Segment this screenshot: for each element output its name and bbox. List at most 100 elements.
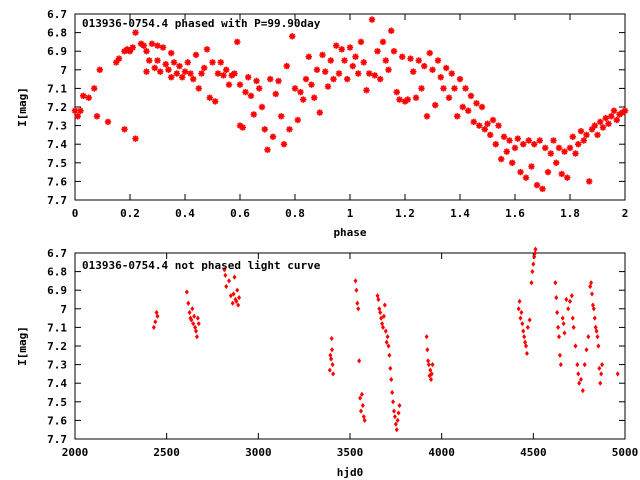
phased-y-tick-label: 6.8	[47, 27, 67, 40]
phased-data-point	[148, 39, 156, 48]
unphased-data-point	[525, 324, 530, 330]
phased-data-point	[343, 75, 352, 84]
phased-data-point	[175, 62, 184, 71]
phased-data-point	[255, 84, 264, 93]
unphased-data-point	[560, 315, 565, 321]
unphased-data-point	[426, 362, 431, 368]
unphased-data-point	[598, 380, 603, 386]
phased-data-point	[164, 65, 173, 74]
phased-data-point	[345, 43, 355, 52]
phased-data-point	[183, 58, 192, 67]
phased-y-tick-label: 7.5	[47, 157, 67, 170]
phased-data-point	[249, 110, 258, 119]
unphased-data-point	[426, 358, 431, 364]
phased-data-point	[367, 15, 377, 24]
unphased-data-point	[390, 389, 395, 396]
phased-data-point	[167, 49, 176, 58]
unphased-data-point	[331, 371, 336, 377]
phased-data-point	[189, 75, 198, 84]
phased-data-point	[279, 140, 289, 149]
phased-data-point	[208, 58, 217, 67]
unphased-data-point	[357, 358, 362, 364]
phased-data-point	[486, 130, 495, 139]
unphased-data-point	[519, 309, 524, 316]
unphased-x-tick-label: 4500	[520, 446, 547, 459]
phased-data-point	[442, 63, 451, 72]
phased-data-point	[153, 41, 162, 50]
unphased-points	[151, 246, 620, 433]
unphased-data-point	[196, 321, 201, 327]
unphased-data-point	[520, 321, 525, 327]
phased-data-point	[93, 112, 101, 121]
phased-data-point	[395, 95, 404, 104]
phased-data-point	[571, 149, 580, 158]
phased-data-point	[576, 127, 586, 136]
phased-data-point	[252, 76, 261, 85]
phased-panel: 6.76.86.977.17.27.37.47.57.67.7 0 0.2 0.4 0…	[16, 8, 630, 239]
unphased-data-point	[430, 362, 435, 368]
phased-points	[71, 15, 630, 193]
phased-data-point	[156, 67, 165, 76]
phased-data-point	[318, 50, 327, 59]
phased-data-point	[354, 69, 363, 78]
phased-data-point	[530, 140, 539, 149]
unphased-y-tick-label: 6.9	[47, 284, 67, 297]
phased-data-point	[95, 65, 104, 74]
unphased-panel: 6.7 6.8 6.9 7 7.1 7.2 7.3 7.4 7.5 7.6 7.7 2000 2500…	[16, 246, 639, 479]
phased-data-point	[247, 91, 255, 100]
phased-data-point	[510, 143, 520, 152]
unphased-x-tick-label: 5000	[612, 446, 639, 459]
unphased-data-point	[235, 287, 240, 293]
phased-data-point	[71, 106, 79, 115]
phased-data-point	[181, 67, 189, 76]
phased-data-point	[90, 84, 99, 93]
unphased-data-point	[575, 362, 580, 368]
phased-data-point	[422, 112, 432, 121]
unphased-data-point	[571, 324, 576, 330]
phased-data-point	[236, 80, 244, 89]
unphased-y-tick-label: 7.7	[47, 433, 67, 446]
unphased-data-point	[555, 309, 560, 316]
unphased-data-point	[592, 315, 597, 321]
unphased-y-tick-label: 7.4	[47, 377, 67, 390]
phased-data-point	[398, 52, 407, 61]
unphased-data-point	[223, 272, 228, 278]
phased-data-point	[238, 123, 247, 132]
phased-data-point	[389, 47, 399, 56]
unphased-data-point	[561, 321, 566, 327]
phased-data-point	[205, 93, 214, 102]
phased-x-tick-label: 1.4	[450, 207, 470, 220]
phased-data-point	[104, 117, 112, 126]
phased-data-point	[359, 58, 368, 67]
phased-data-point	[521, 173, 531, 182]
phased-data-point	[582, 130, 591, 139]
phased-data-point	[433, 56, 443, 65]
unphased-data-point	[396, 410, 401, 416]
unphased-x-ticks: 2000 2500 3000 3500 4000 4500 5000	[62, 253, 639, 459]
unphased-data-point	[533, 246, 538, 252]
unphased-data-point	[597, 365, 602, 371]
phased-data-point	[488, 116, 498, 125]
phased-data-point	[153, 56, 162, 65]
phased-data-point	[466, 91, 476, 100]
unphased-data-point	[562, 330, 567, 336]
phased-data-point	[598, 123, 608, 132]
phased-data-point	[560, 147, 569, 156]
phased-data-point	[376, 75, 385, 84]
unphased-plot-frame	[74, 252, 626, 440]
unphased-data-point	[190, 306, 195, 312]
phased-data-point	[170, 58, 178, 67]
unphased-y-tick-label: 7.2	[47, 340, 67, 353]
unphased-data-point	[570, 315, 575, 321]
unphased-data-point	[582, 362, 587, 368]
unphased-data-point	[387, 352, 392, 358]
unphased-y-tick-label: 7.3	[47, 359, 67, 372]
phased-data-point	[329, 75, 338, 84]
phased-data-point	[392, 88, 401, 97]
unphased-y-tick-label: 7.5	[47, 396, 67, 409]
unphased-data-point	[327, 367, 332, 373]
phased-data-point	[378, 37, 388, 46]
phased-data-point	[150, 63, 159, 72]
phased-data-point	[455, 75, 465, 84]
